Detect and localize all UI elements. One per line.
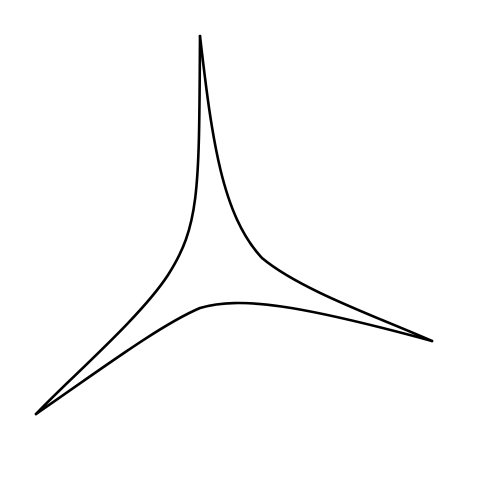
bottom-concave-edge <box>34 301 434 416</box>
right-concave-edge <box>198 34 434 343</box>
left-concave-edge <box>34 34 202 416</box>
